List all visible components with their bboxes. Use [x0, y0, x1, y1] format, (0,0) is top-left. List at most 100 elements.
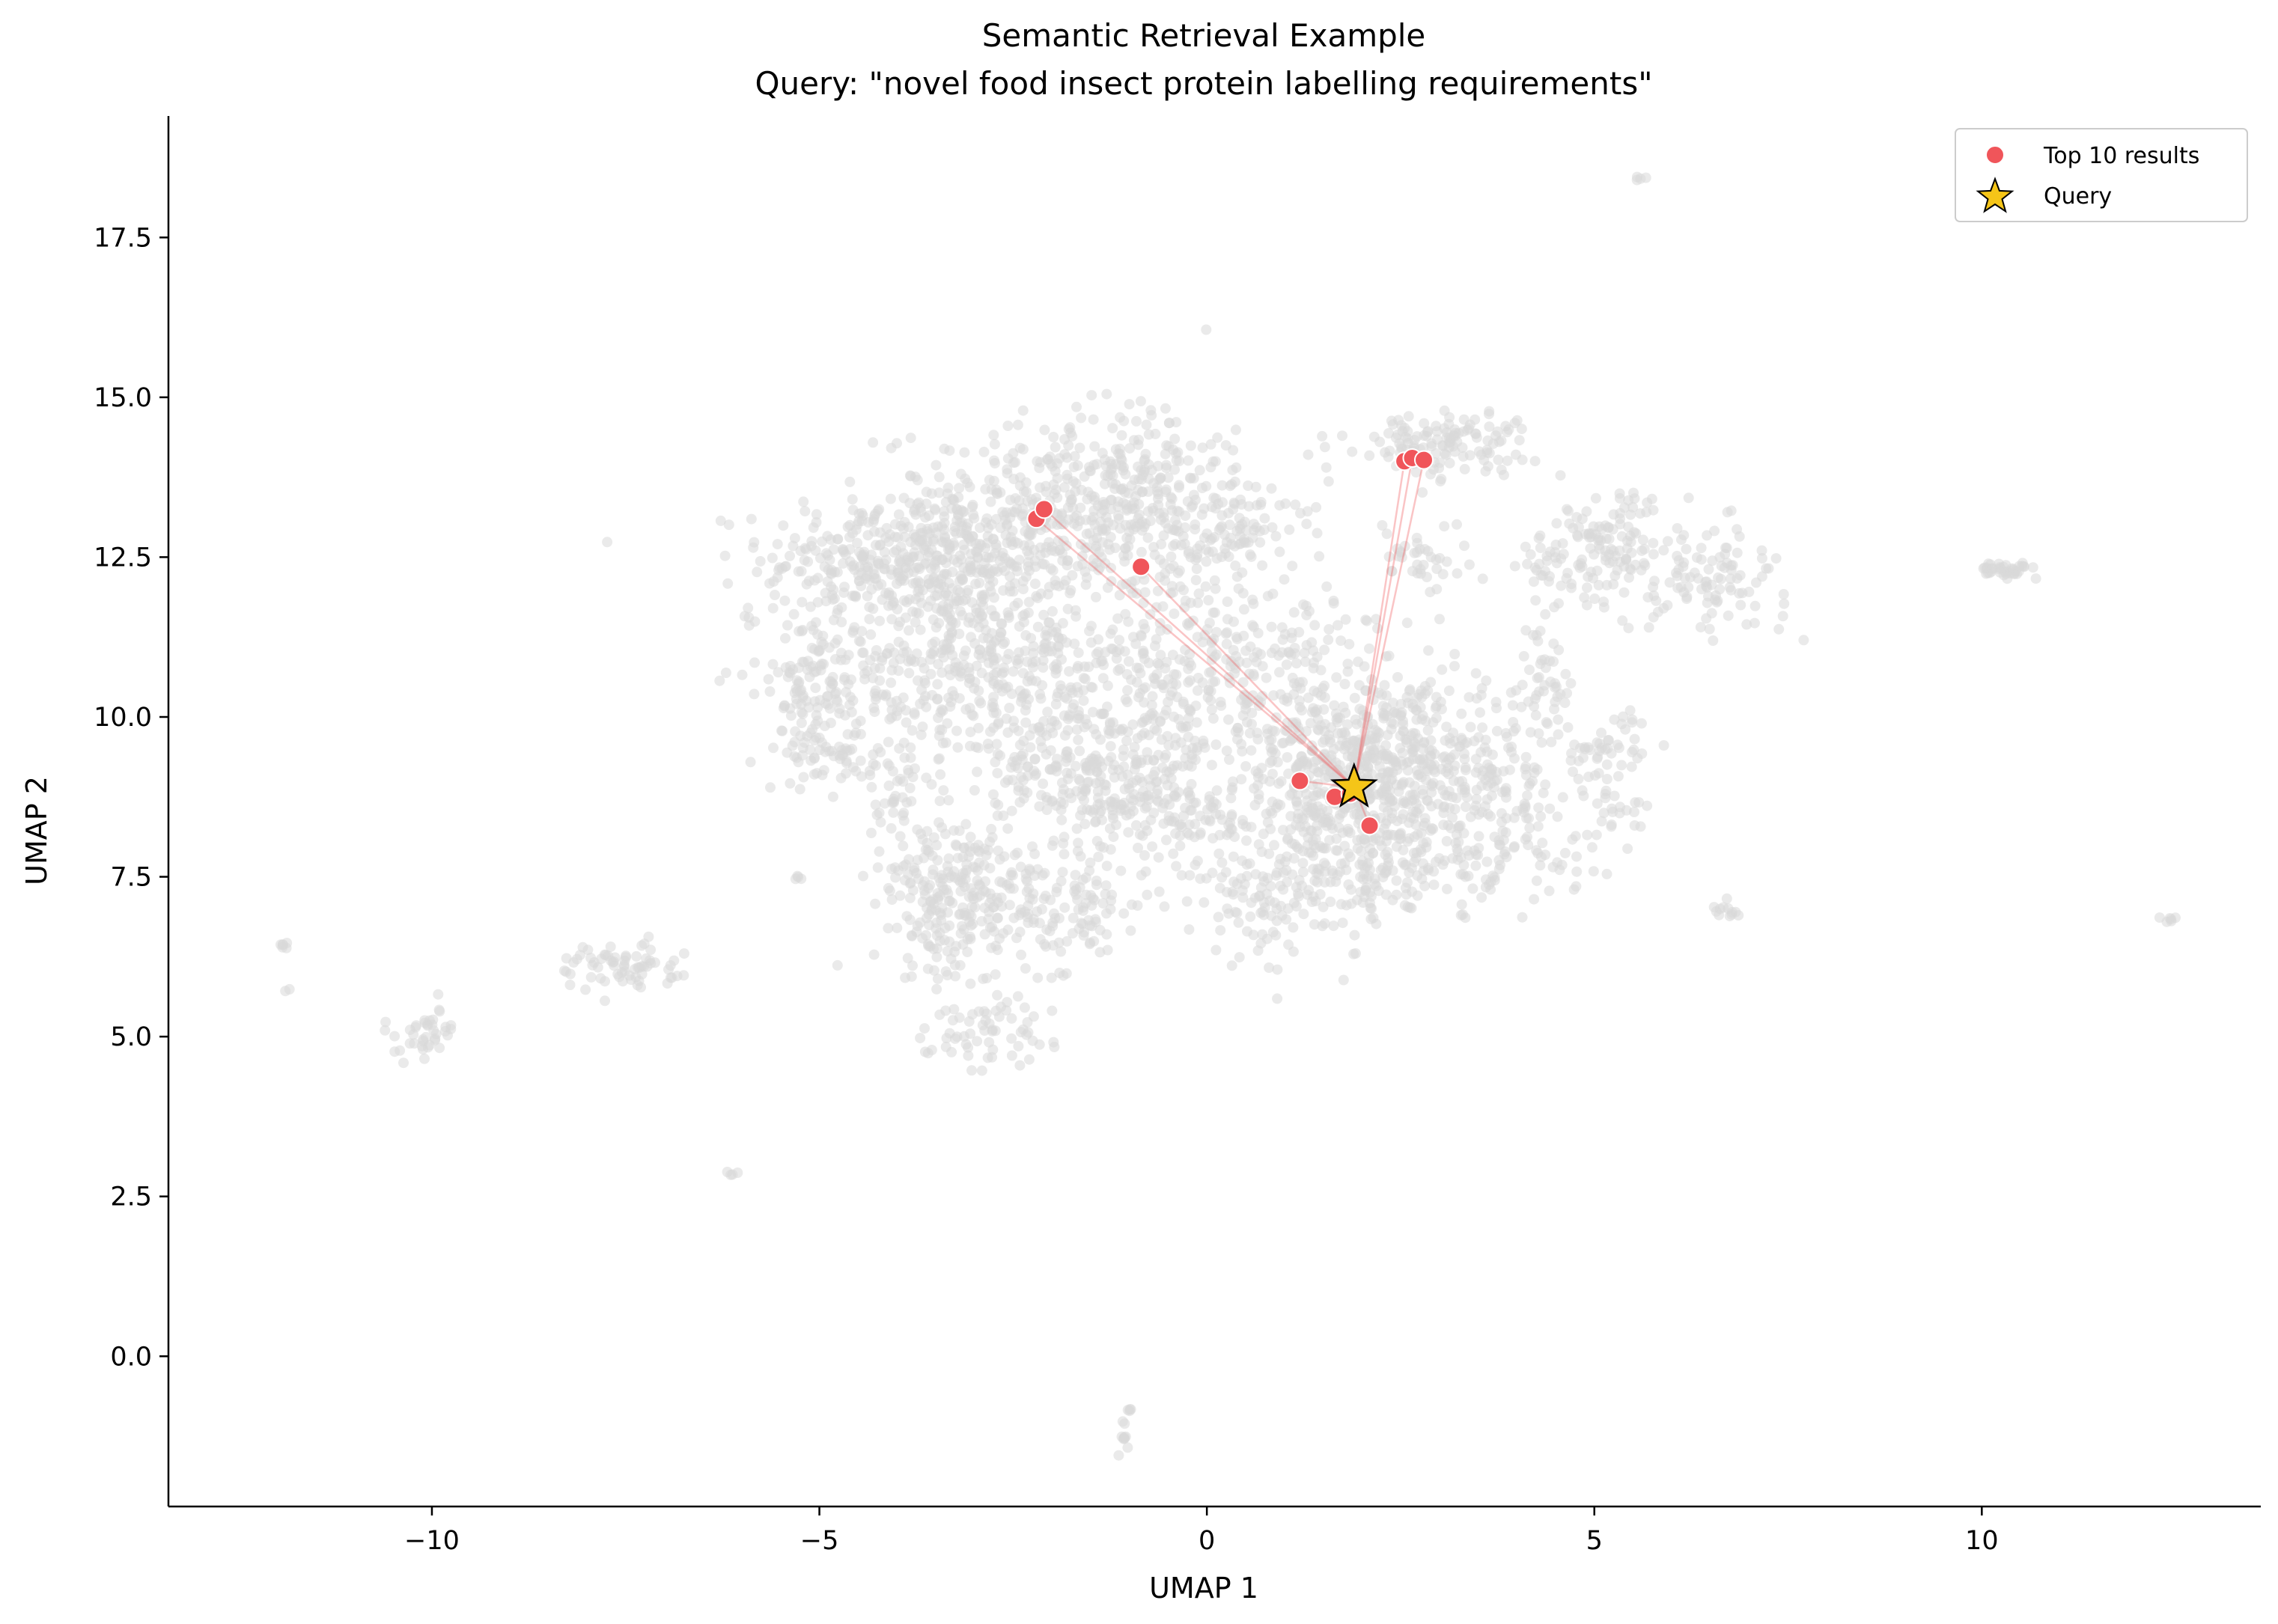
background-point	[1293, 891, 1304, 902]
background-point	[810, 683, 821, 694]
background-point	[1267, 522, 1278, 533]
background-points	[275, 171, 2181, 1461]
background-point	[1349, 929, 1360, 941]
background-point	[991, 739, 1002, 750]
background-point	[1531, 629, 1542, 641]
background-point	[1703, 564, 1714, 575]
background-point	[934, 1009, 945, 1020]
background-point	[1142, 506, 1154, 517]
background-point	[886, 822, 897, 834]
background-point	[1017, 668, 1029, 679]
background-point	[1154, 886, 1165, 897]
background-point	[1308, 645, 1319, 656]
background-point	[1205, 695, 1216, 706]
background-point	[888, 793, 899, 805]
background-point	[965, 978, 976, 989]
background-point	[812, 715, 823, 727]
background-point	[948, 554, 960, 565]
background-point	[1442, 883, 1452, 894]
background-point	[881, 522, 892, 534]
background-point	[1756, 545, 1767, 556]
background-point	[1523, 780, 1535, 791]
background-point	[1259, 513, 1270, 524]
background-point	[1157, 601, 1169, 612]
background-point	[1049, 715, 1060, 727]
background-point	[1196, 483, 1207, 493]
background-point	[1532, 673, 1543, 684]
background-point	[1141, 419, 1152, 430]
background-point	[1477, 573, 1488, 584]
background-point	[1127, 719, 1139, 730]
background-point	[898, 595, 910, 606]
background-point	[1169, 608, 1180, 620]
background-point	[1372, 623, 1383, 634]
background-point	[1023, 1054, 1035, 1065]
background-point	[1002, 823, 1014, 834]
background-point	[987, 697, 999, 709]
background-point	[916, 684, 927, 695]
background-point	[1452, 568, 1463, 579]
background-point	[1480, 465, 1491, 477]
background-point	[1498, 469, 1509, 480]
background-point	[2154, 912, 2165, 924]
background-point	[926, 905, 937, 916]
background-point	[897, 792, 908, 803]
background-point	[1206, 704, 1217, 715]
background-point	[1294, 626, 1305, 638]
background-point	[1054, 544, 1065, 555]
background-point	[934, 817, 945, 828]
background-point	[1043, 617, 1054, 628]
background-point	[929, 503, 940, 514]
background-point	[1648, 549, 1659, 560]
background-point	[904, 783, 916, 793]
background-point	[1520, 763, 1531, 775]
background-point	[928, 864, 939, 876]
background-point	[1798, 635, 1809, 646]
background-point	[1551, 558, 1562, 569]
background-point	[1158, 558, 1169, 570]
background-point	[1246, 897, 1257, 909]
background-point	[1337, 918, 1348, 929]
background-point	[1002, 519, 1013, 530]
background-point	[1658, 602, 1669, 614]
background-point	[1537, 837, 1548, 849]
background-point	[907, 552, 919, 563]
background-point	[880, 532, 892, 543]
background-point	[1059, 902, 1071, 913]
background-point	[585, 971, 597, 983]
background-point	[1230, 560, 1241, 571]
background-point	[889, 597, 900, 608]
background-point	[1568, 766, 1578, 778]
background-point	[1050, 442, 1061, 453]
background-point	[1163, 472, 1174, 483]
background-point	[943, 630, 954, 641]
background-point	[928, 646, 939, 657]
background-point	[1343, 879, 1354, 890]
background-point	[1142, 825, 1153, 836]
background-point	[633, 975, 645, 986]
background-point	[967, 499, 978, 510]
background-point	[1778, 589, 1789, 599]
y-tick-label: 5.0	[110, 1022, 152, 1052]
background-point	[1431, 426, 1443, 437]
background-point	[1629, 733, 1640, 745]
background-point	[1205, 816, 1216, 827]
background-point	[1628, 487, 1639, 498]
background-point	[595, 973, 606, 984]
background-point	[963, 617, 974, 628]
background-point	[1404, 902, 1416, 913]
background-point	[1159, 774, 1170, 784]
background-point	[1239, 879, 1250, 890]
background-point	[1608, 579, 1619, 590]
background-point	[1004, 703, 1015, 713]
background-point	[1376, 840, 1387, 852]
background-point	[1470, 767, 1481, 778]
background-point	[1359, 891, 1370, 903]
background-point	[1562, 722, 1574, 733]
background-point	[1088, 505, 1100, 516]
background-point	[1114, 644, 1125, 656]
background-point	[899, 516, 910, 528]
background-point	[1449, 760, 1461, 772]
background-point	[944, 445, 955, 457]
background-point	[1183, 663, 1194, 674]
